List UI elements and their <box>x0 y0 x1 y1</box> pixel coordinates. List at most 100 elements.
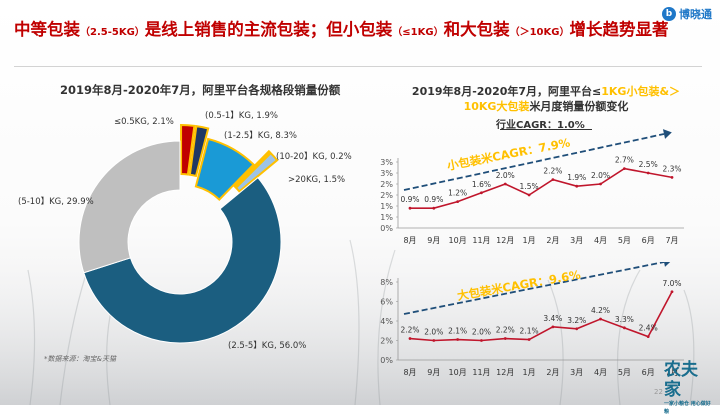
y-tick-label: 0% <box>380 224 393 233</box>
x-tick-label: 7月 <box>665 368 678 377</box>
data-label: 2.2% <box>400 326 419 335</box>
x-tick-label: 1月 <box>523 236 536 245</box>
y-tick-label: 1% <box>380 202 393 211</box>
data-point <box>456 338 460 341</box>
x-tick-label: 4月 <box>594 236 607 245</box>
x-tick-label: 8月 <box>403 236 416 245</box>
title-part-4: （≤1KG） <box>392 27 444 38</box>
donut-slice-label: (0.5-1】KG, 1.9% <box>205 111 278 121</box>
data-label: 2.0% <box>591 171 610 180</box>
y-tick-label: 6% <box>380 298 393 307</box>
x-tick-label: 12月 <box>496 368 514 377</box>
title-part-6: （＞10KG） <box>509 27 570 38</box>
donut-slice-label: (2.5-5】KG, 56.0% <box>228 341 306 351</box>
line-title-part-2: 米月度销量份额变化 <box>529 100 629 113</box>
trend-arrow-head <box>662 129 672 139</box>
trend-arrow-line <box>403 133 665 191</box>
data-point <box>503 182 507 186</box>
data-label: 3.4% <box>543 314 562 323</box>
stamp-text: 农夫家 <box>664 360 698 400</box>
data-label: 7.0% <box>662 279 681 288</box>
data-point <box>480 191 483 195</box>
y-tick-label: 4% <box>380 317 393 326</box>
data-label: 2.2% <box>496 326 515 335</box>
data-label: 2.0% <box>496 171 515 180</box>
donut-slice-label: (10-20】KG, 0.2% <box>276 152 352 162</box>
donut-slice <box>188 125 210 178</box>
donut-slice-label: ≤0.5KG, 2.1% <box>114 117 174 127</box>
data-label: 1.5% <box>520 182 539 191</box>
title-part-5: 和大包装 <box>443 20 510 39</box>
small-pack-line-chart: 0% 1% 1% 2% 2% 3% 3% 8月 9月 10月 11月 12月 1月 2月 3月 4月 5月 6月 7… <box>380 129 684 245</box>
x-tick-label: 12月 <box>496 236 514 245</box>
page-title: 中等包装（2.5-5KG）是线上销售的主流包装；但小包装（≤1KG）和大包装（＞… <box>14 18 686 44</box>
data-point <box>527 193 531 197</box>
brand-name: 博晓通 <box>679 8 712 21</box>
donut-slice-label: (1-2.5】KG, 8.3% <box>224 131 297 141</box>
data-point <box>646 335 650 338</box>
x-tick-label: 6月 <box>642 236 655 245</box>
data-label: 2.1% <box>520 327 539 336</box>
x-tick-label: 4月 <box>594 368 607 377</box>
x-tick-label: 3月 <box>570 368 583 377</box>
title-divider <box>14 66 702 67</box>
data-label: 0.9% <box>424 195 443 204</box>
data-point <box>527 338 531 341</box>
data-point <box>551 325 555 329</box>
data-point <box>575 327 579 331</box>
x-tick-label: 11月 <box>472 236 490 245</box>
title-part-2: （2.5-5KG） <box>80 27 145 38</box>
data-label: 0.9% <box>400 195 419 204</box>
data-point <box>456 200 460 203</box>
x-tick-label: 9月 <box>427 236 440 245</box>
stamp-subtext: 一家小粮仓 用心做好粮 <box>664 401 711 415</box>
cagr-annotation: 大包装米CAGR：9.6% <box>456 267 582 303</box>
donut-slice <box>234 151 279 193</box>
page-number: 22 <box>654 388 663 396</box>
data-point <box>646 171 650 175</box>
data-point <box>599 317 602 321</box>
data-label: 1.9% <box>567 173 586 182</box>
x-tick-label: 1月 <box>523 368 536 377</box>
data-point <box>432 339 436 342</box>
x-tick-label: 9月 <box>427 368 440 377</box>
data-label: 4.2% <box>591 306 610 315</box>
title-part-3: 是线上销售的主流包装；但小包装 <box>144 20 393 39</box>
x-tick-label: 11月 <box>472 368 490 377</box>
industry-cagr-label: 行业CAGR：1.0% <box>496 120 585 131</box>
brand-logo: b 博晓通 <box>662 6 712 22</box>
y-tick-label: 3% <box>380 158 393 167</box>
y-tick-label: 0% <box>380 356 393 365</box>
industry-cagr-underline <box>500 129 592 130</box>
brand-logo-icon: b <box>662 7 676 21</box>
data-point <box>551 178 555 181</box>
data-label: 1.6% <box>472 180 491 189</box>
data-source-note: *数据来源：淘宝&天猫 <box>44 355 116 363</box>
data-point <box>432 206 436 210</box>
data-label: 3.2% <box>567 316 586 325</box>
trend-arrow-line <box>403 262 665 315</box>
data-point <box>408 337 412 340</box>
title-part-1: 中等包装 <box>14 20 80 39</box>
series-line <box>409 291 673 342</box>
data-point <box>622 326 626 330</box>
data-point <box>622 167 626 170</box>
y-tick-label: 2% <box>380 180 393 189</box>
data-point <box>480 339 483 342</box>
donut-chart: ≤0.5KG, 2.1% (0.5-1】KG, 1.9% (1-2.5】KG, 8.… <box>18 111 352 351</box>
donut-slice <box>78 140 181 274</box>
line-charts-title: 2019年8月-2020年7月，阿里平台≤1KG小包装&＞10KG大包装米月度销… <box>396 84 696 114</box>
line-title-highlight: 1KG小包装&＞10KG大包装 <box>463 85 681 113</box>
y-tick-label: 1% <box>380 213 393 222</box>
data-point <box>503 337 507 340</box>
x-tick-label: 8月 <box>403 368 416 377</box>
data-label: 2.7% <box>615 156 634 165</box>
x-tick-label: 3月 <box>570 236 583 245</box>
data-point <box>408 206 412 210</box>
x-tick-label: 10月 <box>449 368 467 377</box>
x-tick-label: 10月 <box>449 236 467 245</box>
donut-slice <box>83 176 282 344</box>
donut-chart-title: 2019年8月-2020年7月，阿里平台各规格段销量份额 <box>60 83 341 97</box>
x-tick-label: 7月 <box>665 236 678 245</box>
data-label: 2.4% <box>639 324 658 333</box>
